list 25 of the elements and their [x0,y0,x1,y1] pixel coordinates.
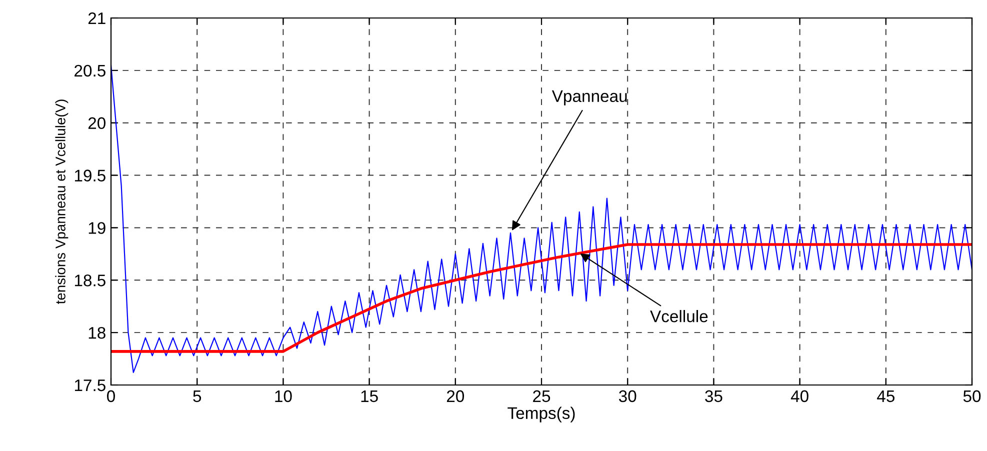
x-tick-label: 45 [877,390,894,402]
x-tick-label: 30 [618,390,636,402]
y-tick-label: 21 [88,12,106,24]
x-tick-label: 40 [790,390,808,402]
x-tick-label: 50 [963,390,981,402]
line-series [111,243,972,353]
x-axis-title: Temps(s) [508,406,575,422]
line-series [111,64,972,373]
y-tick-label: 20.5 [74,64,106,77]
x-tick-label: 10 [275,390,292,402]
y-axis-title: tensions Vpanneau et Vcellule(V) [55,100,68,304]
x-tick-label: 20 [446,390,464,402]
x-tick-label: 35 [705,390,722,402]
y-tick-label: 19.5 [74,170,106,182]
annotation: Vcellule [650,310,708,322]
y-tick-label: 20 [88,117,106,130]
annotation: Vpanneau [552,90,627,106]
x-tick-label: 15 [361,390,378,402]
x-tick-label: 0 [107,390,115,402]
y-tick-label: 18.5 [74,274,106,286]
x-tick-label: 5 [193,390,202,402]
y-tick-label: 17.5 [74,380,106,392]
y-tick-label: 19 [88,222,106,234]
y-tick-label: 18 [88,326,106,339]
x-tick-label: 25 [533,390,550,402]
